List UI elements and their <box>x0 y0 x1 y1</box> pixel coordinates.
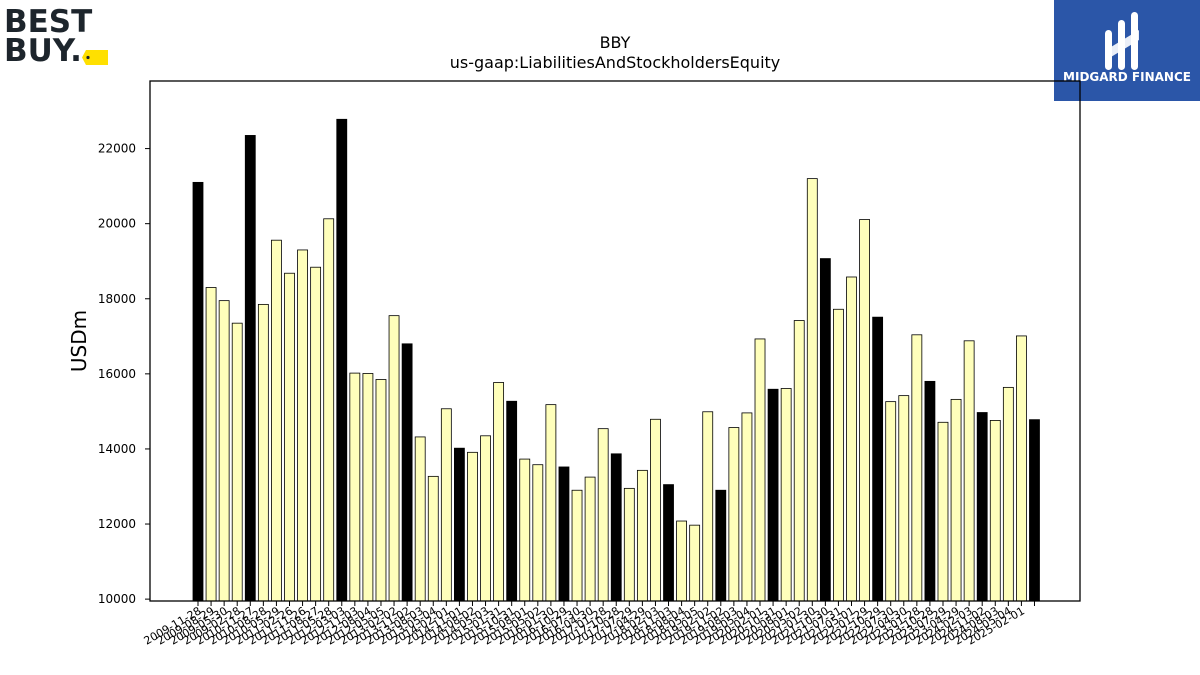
bar-2011-11-26 <box>297 249 308 602</box>
bar-2011-02-26 <box>284 272 295 602</box>
bar-2015-10-31 <box>506 400 518 602</box>
bar-2021-05-01 <box>846 276 857 602</box>
logo-line-2: BUY. <box>4 33 82 68</box>
bar-2012-03-03 <box>336 118 348 602</box>
bar-2024-05-04 <box>1002 386 1014 602</box>
bar-2022-10-29 <box>872 316 884 602</box>
bar-2022-04-30 <box>898 395 910 602</box>
bar-2014-08-02 <box>467 451 478 602</box>
y-tick-label: 22000 <box>98 142 136 156</box>
bar-2017-10-28 <box>610 453 622 602</box>
bar-2020-08-01 <box>780 388 792 602</box>
bar-2020-10-31 <box>767 388 779 602</box>
bar-2010-11-27 <box>244 135 256 602</box>
bar-2014-02-01 <box>440 408 452 602</box>
y-tick-label: 20000 <box>98 217 136 231</box>
bar-2023-04-29 <box>950 398 962 602</box>
bar-2013-02-02 <box>388 315 400 602</box>
plot-frame <box>149 80 1081 602</box>
bar-2022-01-29 <box>859 219 870 602</box>
bar-2017-04-29 <box>636 469 648 602</box>
y-axis: 10000 12000 14000 16000 18000 20000 22000 <box>98 142 150 606</box>
bar-2021-10-30 <box>819 258 831 602</box>
bar-2009-08-29 <box>205 287 217 602</box>
logo-line-1: BEST <box>4 4 92 40</box>
bar-2019-02-02 <box>702 411 714 602</box>
bar-2018-02-03 <box>650 418 661 602</box>
price-tag-icon <box>82 50 108 65</box>
logo-mark-slash <box>1106 30 1139 60</box>
bar-2018-08-04 <box>676 520 687 602</box>
bar-undefined <box>1029 419 1040 602</box>
bar-2013-11-02 <box>401 343 413 602</box>
bar-2010-08-28 <box>257 303 269 602</box>
bar-2024-08-03 <box>989 420 1001 602</box>
bar-2019-11-02 <box>715 489 727 602</box>
y-tick-label: 18000 <box>98 292 136 306</box>
bar-2018-05-05 <box>689 524 701 602</box>
bar-2017-01-28 <box>597 428 609 602</box>
bar-2012-05-05 <box>375 379 387 602</box>
best-buy-logo: BEST BUY. <box>4 4 114 69</box>
bar-2020-02-01 <box>754 338 766 602</box>
bar-2010-05-29 <box>271 239 282 602</box>
bar-2020-05-02 <box>793 320 805 602</box>
bar-2023-07-29 <box>937 421 949 602</box>
bar-2024-02-03 <box>963 340 975 602</box>
bar-2009-11-28 <box>192 181 204 602</box>
y-tick-label: 10000 <box>98 592 136 606</box>
bar-2023-10-28 <box>924 380 936 602</box>
y-tick-label: 14000 <box>98 442 136 456</box>
bar-2023-01-28 <box>911 334 923 602</box>
chart-title: BBY <box>600 33 631 52</box>
bar-2015-05-02 <box>532 464 544 602</box>
x-axis: 2009-11-282009-08-292009-05-302009-02-28… <box>142 601 1035 648</box>
bars-group <box>192 118 1040 602</box>
bar-2009-02-28 <box>231 322 243 602</box>
chart-subtitle: us-gaap:LiabilitiesAndStockholdersEquity <box>450 53 781 72</box>
logo-text: MIDGARD FINANCE <box>1063 70 1191 84</box>
bar-2019-05-04 <box>741 412 753 602</box>
bar-2012-11-03 <box>349 372 361 602</box>
y-tick-label: 16000 <box>98 367 136 381</box>
y-tick-label: 12000 <box>98 517 136 531</box>
bar-2013-05-04 <box>427 475 439 602</box>
bar-2016-07-30 <box>571 489 583 602</box>
bar-2025-02-01 <box>1016 335 1027 602</box>
midgard-finance-logo: MIDGARD FINANCE <box>1054 0 1200 101</box>
bar-2022-07-30 <box>885 401 897 602</box>
bar-2024-11-02 <box>976 412 988 602</box>
bar-2014-05-03 <box>480 435 491 602</box>
bar-2021-07-31 <box>833 308 844 602</box>
bar-2009-05-30 <box>218 300 230 602</box>
y-axis-label: USDm <box>67 310 91 372</box>
bar-2021-01-30 <box>806 178 818 602</box>
price-tag-hole <box>86 55 90 60</box>
bar-2019-08-03 <box>728 427 740 602</box>
bar-2015-01-31 <box>493 382 505 602</box>
bar-2011-08-27 <box>310 266 322 602</box>
bar-2018-11-03 <box>663 484 674 602</box>
bar-2016-10-29 <box>558 466 570 602</box>
bar-2017-07-29 <box>623 487 635 602</box>
bar-2012-08-04 <box>362 373 374 602</box>
bar-2016-01-30 <box>545 404 557 602</box>
bar-2015-08-01 <box>519 458 531 602</box>
bar-2014-11-01 <box>453 447 465 602</box>
bar-2016-04-30 <box>584 476 596 602</box>
bar-2013-08-03 <box>414 436 426 602</box>
bar-2011-05-28 <box>323 218 335 602</box>
